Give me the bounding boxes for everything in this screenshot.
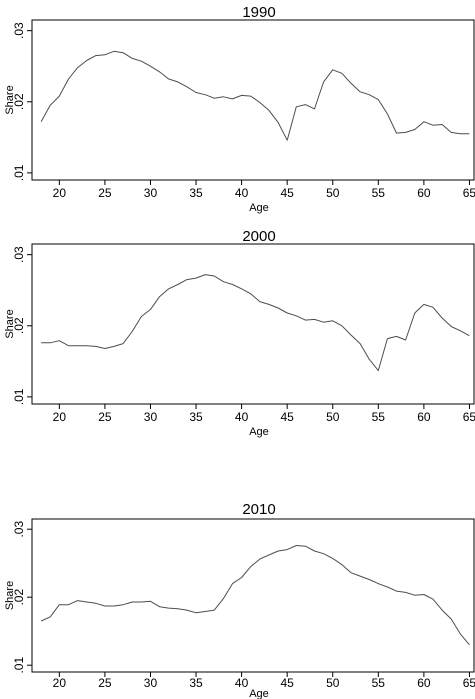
y-tick-label: .01 [12, 164, 26, 181]
plot-frame [31, 19, 475, 181]
x-tick-label: 20 [53, 676, 67, 690]
series-line [40, 50, 470, 141]
chart-title: 2010 [242, 501, 275, 518]
series-line [40, 545, 470, 646]
x-tick-label: 35 [189, 410, 203, 424]
x-tick-label: 65 [463, 186, 475, 200]
y-tick-label: .01 [12, 388, 26, 405]
y-axis-label: Share [4, 309, 16, 338]
x-tick-label: 40 [235, 186, 249, 200]
x-tick-label: 60 [417, 676, 431, 690]
x-tick-label: 50 [326, 410, 340, 424]
y-tick-label: .02 [12, 317, 26, 334]
y-tick-label: .02 [12, 589, 26, 606]
x-tick-label: 45 [280, 186, 294, 200]
x-tick-label: 45 [280, 676, 294, 690]
x-tick-label: 60 [417, 410, 431, 424]
y-tick-label: .03 [12, 521, 26, 538]
chart-panel-1: 2000 20 25 30 35 40 45 50 55 60 65 .01 .02 .03 Age Shar… [4, 228, 475, 438]
y-tick-label: .03 [12, 22, 26, 39]
chart-title: 1990 [242, 4, 275, 21]
x-tick-label: 35 [189, 186, 203, 200]
x-tick-label: 25 [98, 186, 112, 200]
x-tick-label: 60 [417, 186, 431, 200]
x-tick-label: 50 [326, 186, 340, 200]
x-tick-label: 30 [144, 676, 158, 690]
x-tick-label: 55 [372, 186, 386, 200]
y-tick-label: .01 [12, 657, 26, 674]
y-axis-label: Share [4, 581, 16, 610]
plot-frame [31, 518, 475, 673]
x-tick-label: 45 [280, 410, 294, 424]
y-tick-label: .02 [12, 93, 26, 110]
chart-panel-0: 1990 20 25 30 35 40 45 50 55 60 65 .01 .02 .03 Age Shar… [4, 4, 475, 214]
x-axis-label: Age [249, 426, 269, 438]
x-tick-label: 30 [144, 186, 158, 200]
plot-frame [31, 243, 475, 405]
x-tick-label: 30 [144, 410, 158, 424]
x-tick-label: 20 [53, 410, 67, 424]
x-tick-label: 55 [372, 410, 386, 424]
chart-panel-2: 2010 20 25 30 35 40 45 50 55 60 65 .01 .02 .03 Age Shar… [4, 501, 475, 699]
x-tick-label: 25 [98, 676, 112, 690]
y-tick-label: .03 [12, 246, 26, 263]
y-axis-label: Share [4, 85, 16, 114]
x-axis-label: Age [249, 202, 269, 214]
x-tick-label: 65 [463, 676, 475, 690]
series-line [41, 274, 470, 372]
x-tick-label: 35 [189, 676, 203, 690]
x-tick-label: 65 [463, 410, 475, 424]
x-tick-label: 40 [235, 676, 249, 690]
x-tick-label: 50 [326, 676, 340, 690]
x-tick-label: 20 [53, 186, 67, 200]
x-tick-label: 40 [235, 410, 249, 424]
x-axis-label: Age [249, 688, 269, 699]
x-tick-label: 25 [98, 410, 112, 424]
chart-title: 2000 [242, 228, 275, 245]
x-tick-label: 55 [372, 676, 386, 690]
